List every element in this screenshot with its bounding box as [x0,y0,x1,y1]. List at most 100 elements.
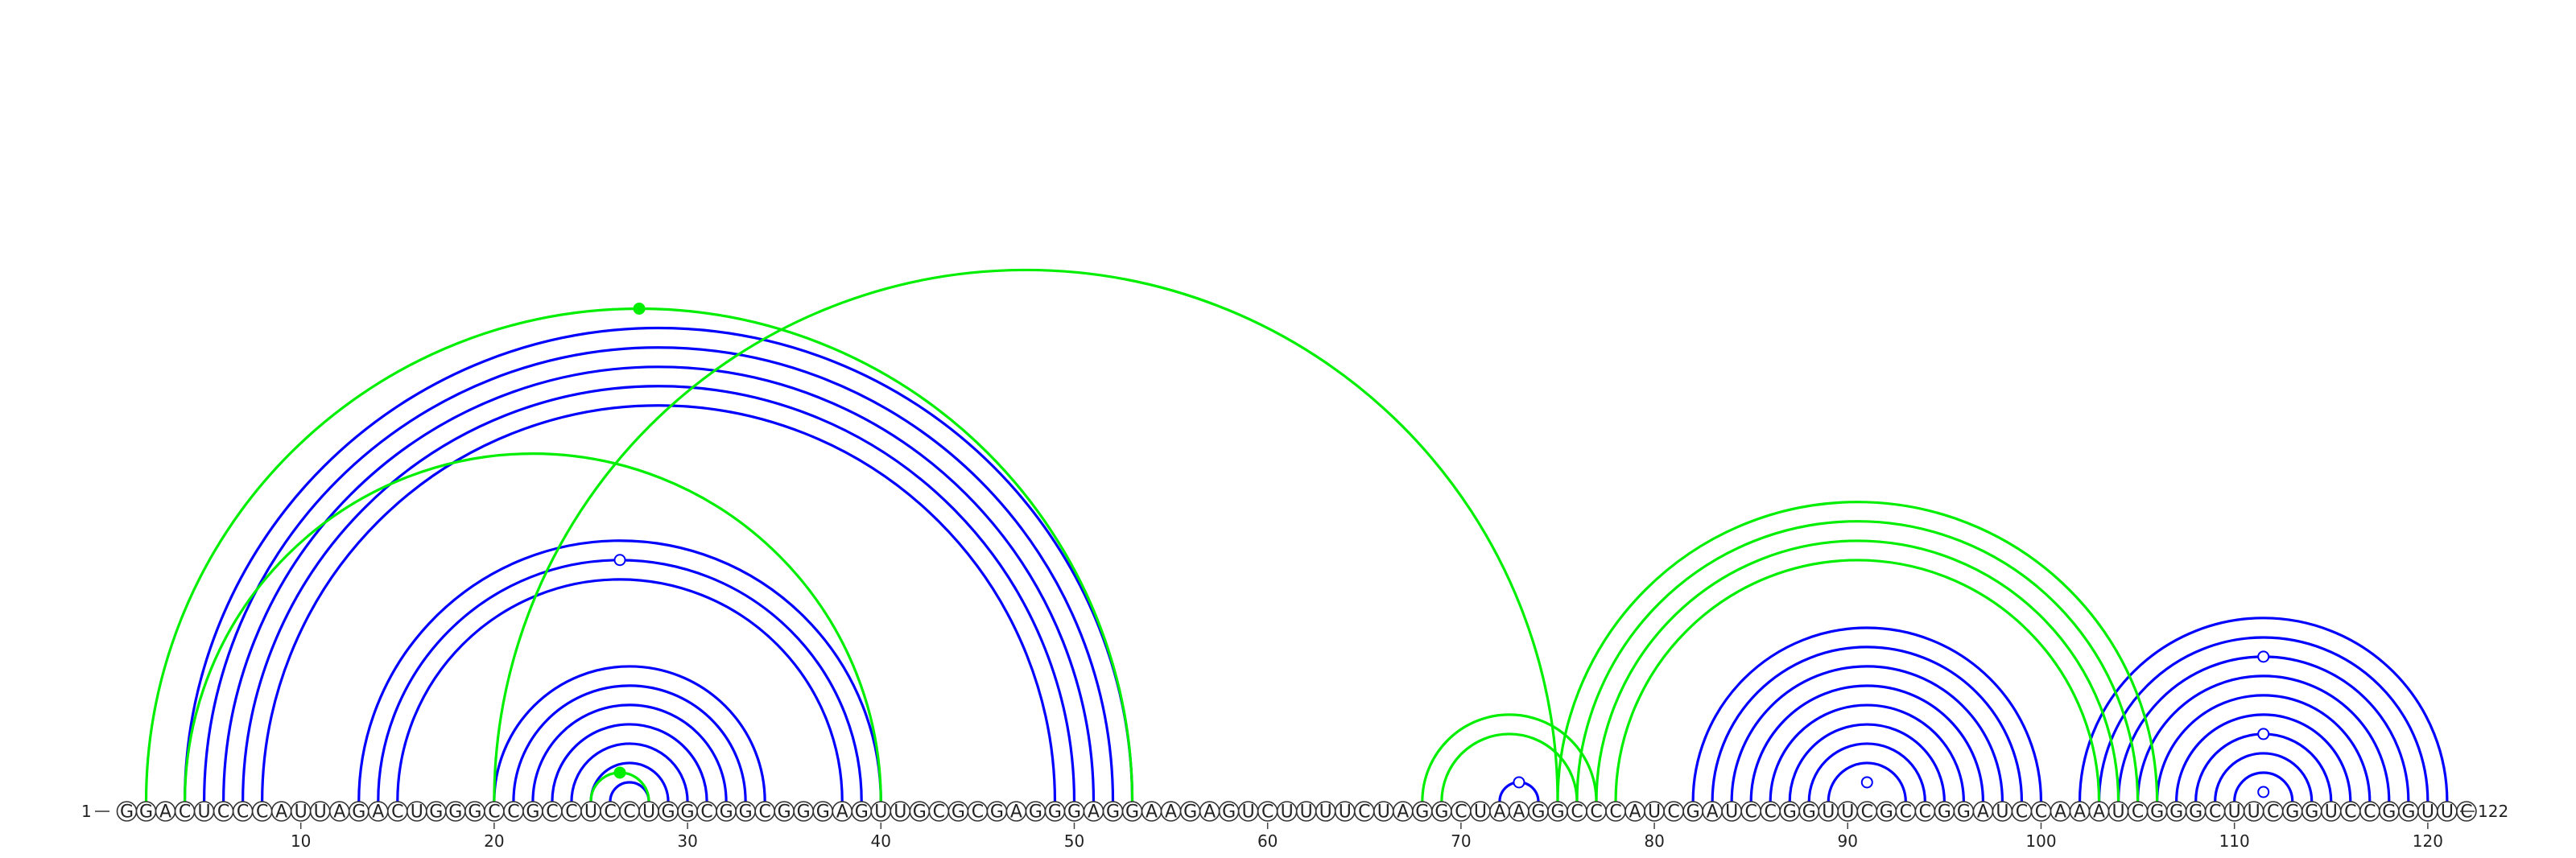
nucleotide-16: U [406,801,427,823]
nucleotide-letter: G [1183,802,1197,823]
nucleotide-45: C [967,801,989,823]
nucleotide-22: G [522,801,543,823]
nucleotide-113: G [2281,801,2303,823]
nucleotide-letter: U [295,802,308,823]
nucleotide-47: A [1005,801,1027,823]
nucleotide-letter: C [2035,802,2047,823]
nucleotide-letter: U [1339,802,1352,823]
nucleotide-36: G [793,801,815,823]
nucleotide-79: A [1624,801,1645,823]
nucleotide-letter: G [2169,802,2183,823]
nucleotide-29: G [658,801,679,823]
nucleotide-77: C [1586,801,1607,823]
tick-label-20: 20 [484,831,504,851]
nucleotide-64: U [1334,801,1356,823]
nucleotide-69: G [1431,801,1452,823]
nucleotide-letter: A [1629,802,1641,823]
blue-arc-83-99 [1711,646,2024,802]
nucleotide-letter: C [2344,802,2356,823]
tick-label-80: 80 [1644,831,1664,851]
nucleotide-120: U [2417,801,2438,823]
nucleotide-letter: A [333,802,345,823]
nucleotide-letter: A [1088,802,1100,823]
nucleotide-38: A [832,801,853,823]
nucleotide-letter: G [2150,802,2164,823]
green-arc-mark-2-53 [633,302,646,315]
tick-label-100: 100 [2025,831,2056,851]
blue-arc-4-53 [183,326,1134,802]
nucleotide-21: C [503,801,524,823]
nucleotide-letter: G [739,802,753,823]
nucleotide-118: G [2379,801,2400,823]
nucleotide-7: C [232,801,254,823]
nucleotide-14: A [367,801,389,823]
nucleotide-letter: U [1319,802,1332,823]
nucleotide-85: C [1740,801,1761,823]
blue-arc-20-34 [493,665,766,802]
nucleotide-54: A [1141,801,1162,823]
nucleotide-58: G [1218,801,1240,823]
nucleotide-letter: C [604,802,616,823]
tick-label-110: 110 [2219,831,2250,851]
nucleotide-letter: G [1125,802,1139,823]
nucleotide-letter: G [429,802,443,823]
nucleotide-65: C [1353,801,1375,823]
nucleotide-87: G [1779,801,1801,823]
nucleotide-27: C [619,801,640,823]
nucleotide-32: G [716,801,737,823]
nucleotide-letter: C [2267,802,2279,823]
nucleotide-6: C [213,801,234,823]
nucleotide-5: U [193,801,215,823]
tick-label-90: 90 [1838,831,1858,851]
open-mark-111-112 [2257,786,2270,798]
nucleotide-letter: U [1996,802,2008,823]
nucleotide-119: G [2398,801,2419,823]
nucleotide-letter: G [468,802,481,823]
tick-layer: 10 20 30 40 50 60 70 80 90 100 110 120 [291,823,2443,851]
nucleotide-letter: C [933,802,945,823]
nucleotide-17: G [426,801,447,823]
nucleotide-111: U [2243,801,2264,823]
nucleotide-letter: U [1648,802,1661,823]
nucleotide-115: U [2320,801,2342,823]
nucleotide-letter: G [1880,802,1893,823]
blue-arc-106-117 [2156,694,2372,802]
nucleotide-letter: G [1802,802,1816,823]
nucleotide-63: U [1315,801,1336,823]
nucleotide-letter: C [1667,802,1679,823]
nucleotide-55: A [1160,801,1182,823]
nucleotide-3: A [155,801,176,823]
nucleotide-letter: G [120,802,134,823]
nucleotide-82: G [1682,801,1703,823]
blue-arc-110-113 [2233,771,2294,802]
nucleotide-letter: C [507,802,519,823]
nucleotide-letter: U [1377,802,1390,823]
nucleotide-24: C [561,801,582,823]
nucleotide-letter: C [2132,802,2144,823]
nucleotide-letter: G [952,802,965,823]
tick-label-70: 70 [1451,831,1471,851]
nucleotide-letter: G [1550,802,1564,823]
nucleotide-letter: C [1744,802,1757,823]
nucleotide-letter: U [2325,802,2338,823]
nucleotide-62: U [1295,801,1317,823]
nucleotide-53: G [1121,801,1143,823]
nucleotide-letter: G [1029,802,1042,823]
nucleotide-letter: A [1397,802,1409,823]
nucleotide-letter: A [1146,802,1158,823]
blue-arc-24-30 [570,742,689,802]
nucleotide-letter: G [1531,802,1545,823]
nucleotide-letter: C [1455,802,1467,823]
nucleotide-letter: G [2305,802,2318,823]
green-arc-68-77 [1421,713,1598,802]
nucleotide-letter: C [700,802,712,823]
nucleotide-44: G [947,801,969,823]
blue-arc-84-98 [1730,665,2004,802]
nucleotide-letter: A [372,802,384,823]
green-arc-77-104 [1595,539,2120,802]
nucleotide-letter: C [758,802,770,823]
nucleotide-4: C [174,801,196,823]
nucleotide-letter: C [1609,802,1621,823]
blue-arc-15-38 [396,578,844,802]
